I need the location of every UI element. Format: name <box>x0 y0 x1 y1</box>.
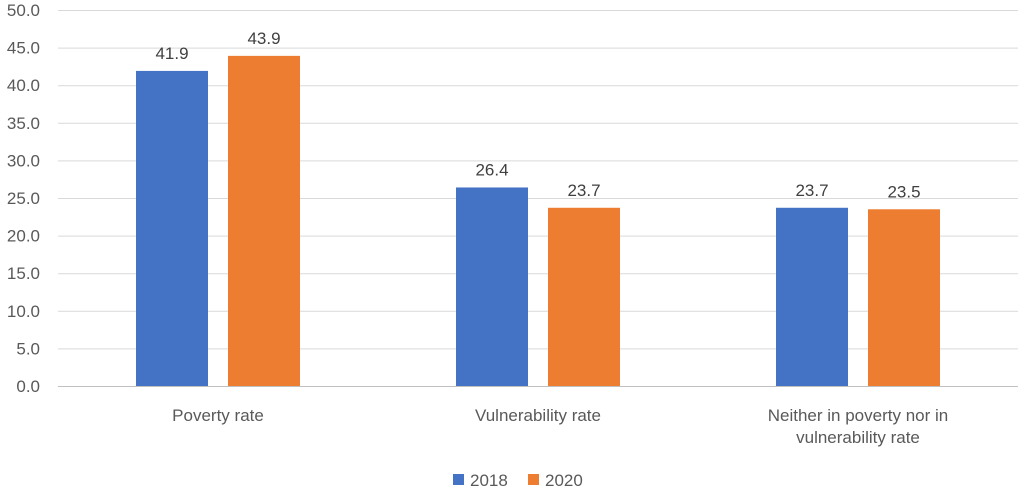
data-label: 23.7 <box>567 181 600 200</box>
data-label: 26.4 <box>475 160 508 179</box>
gridlines <box>58 10 1018 387</box>
bars <box>136 55 940 387</box>
legend: 2018 2020 <box>453 471 583 490</box>
data-label: 43.9 <box>247 29 280 48</box>
legend-label: 2020 <box>545 471 583 490</box>
y-tick-label: 50.0 <box>7 1 40 20</box>
y-tick-label: 40.0 <box>7 76 40 95</box>
x-category-label: Poverty rate <box>172 406 264 425</box>
y-tick-label: 25.0 <box>7 189 40 208</box>
data-labels: 41.9 43.9 26.4 23.7 23.7 23.5 <box>155 29 920 201</box>
bar-2018-0 <box>136 70 208 387</box>
legend-swatch-2020 <box>528 474 539 485</box>
x-category-label: vulnerability rate <box>796 428 920 447</box>
y-axis-ticks: 0.0 5.0 10.0 15.0 20.0 25.0 30.0 35.0 40.0 45.0 50… <box>7 1 40 396</box>
legend-label: 2018 <box>470 471 508 490</box>
y-tick-label: 15.0 <box>7 264 40 283</box>
data-label: 41.9 <box>155 44 188 63</box>
bar-2020-1 <box>548 207 620 386</box>
y-tick-label: 0.0 <box>16 377 40 396</box>
bar-2018-2 <box>776 207 848 386</box>
bar-2020-2 <box>868 209 940 386</box>
bar-2018-1 <box>456 187 528 386</box>
data-label: 23.5 <box>887 182 920 201</box>
x-category-label: Vulnerability rate <box>475 406 601 425</box>
y-tick-label: 10.0 <box>7 302 40 321</box>
y-tick-label: 5.0 <box>16 339 40 358</box>
bar-2020-0 <box>228 55 300 386</box>
y-tick-label: 45.0 <box>7 39 40 58</box>
legend-swatch-2018 <box>453 474 464 485</box>
data-label: 23.7 <box>795 181 828 200</box>
x-axis-categories: Poverty rate Vulnerability rate Neither in… <box>172 406 948 447</box>
y-tick-label: 20.0 <box>7 227 40 246</box>
y-tick-label: 30.0 <box>7 151 40 170</box>
y-tick-label: 35.0 <box>7 114 40 133</box>
x-category-label: Neither in poverty nor in <box>768 406 948 425</box>
